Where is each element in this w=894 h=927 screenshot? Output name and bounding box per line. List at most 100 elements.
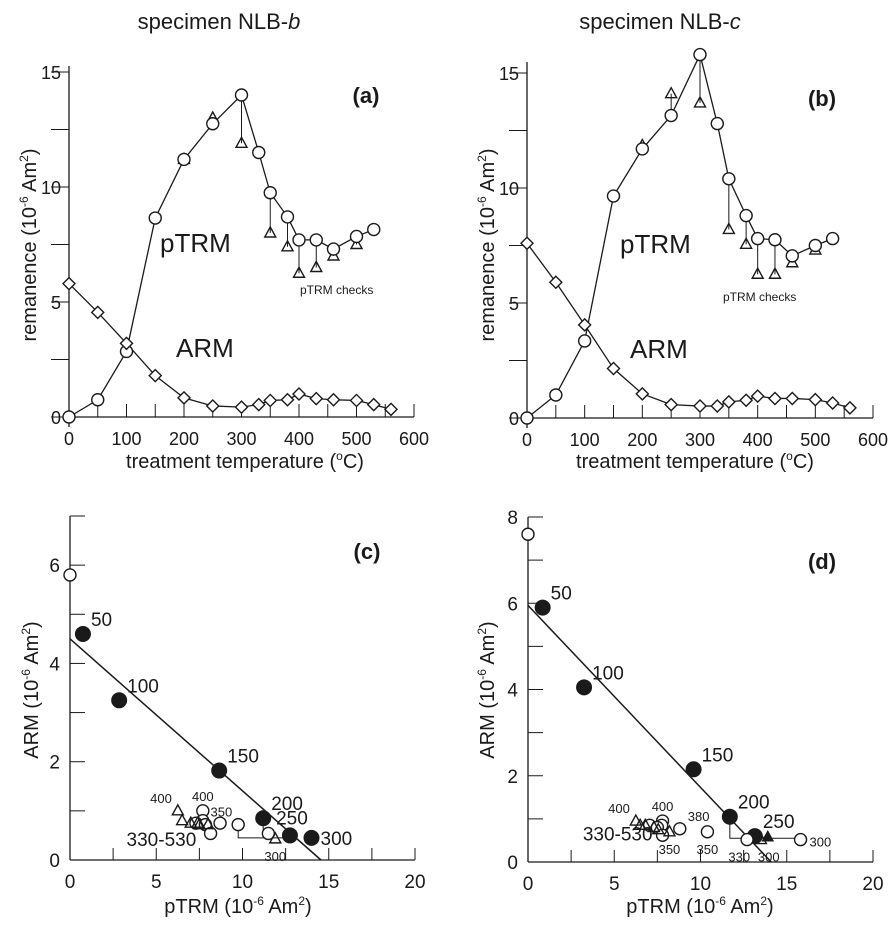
ptrm-point [91, 393, 105, 407]
x-axis-label-superscript: o [336, 449, 343, 463]
arm-point [366, 397, 381, 412]
x-tick-label: 600 [858, 430, 888, 450]
x-tick-label: 15 [318, 872, 339, 893]
open-triangle-point [192, 817, 207, 830]
y-axis-label-superscript: 2 [475, 155, 489, 162]
arm-point [263, 393, 278, 408]
ptrm-point [326, 242, 341, 256]
ptrm-check-point [750, 266, 765, 279]
panel-b: 0 100 200 300 400 500 600 0 5 10 15 treatment tempe… [475, 47, 888, 473]
temperature-label: 400 [608, 801, 630, 816]
arm-point [148, 368, 163, 383]
y-tick-label: 6 [49, 556, 60, 577]
temperature-label: 400 [192, 789, 214, 804]
y-axis-label-part: Am [19, 162, 41, 196]
ptrm-point [206, 117, 220, 131]
temperature-label: 330 [728, 850, 750, 865]
series-label-ptrm: pTRM [160, 228, 231, 258]
title-left: specimen NLB-b [138, 9, 301, 34]
arm-point [785, 391, 800, 406]
y-tick-label: 0 [507, 853, 518, 874]
y-tick-label: 6 [507, 594, 518, 615]
ptrm-point [664, 108, 678, 123]
ptrm-point [577, 334, 592, 348]
temperature-label: 350 [210, 805, 232, 820]
ptrm-check-point [693, 95, 707, 108]
y-axis-label-part: remanence (10 [19, 207, 41, 342]
x-tick-label: 200 [627, 430, 657, 450]
panel-a: 0 100 200 300 400 500 600 0 5 10 15 treatment tempe… [17, 63, 429, 473]
y-axis-label: remanence (10-6 Am2) [475, 148, 499, 341]
ptrm-check-point [664, 86, 678, 99]
y-axis-label-part: ) [21, 621, 43, 628]
filled-circle-point [281, 827, 298, 844]
y-tick-label: 2 [507, 767, 518, 788]
temperature-label: 400 [652, 799, 674, 814]
series-label-arm: ARM [176, 333, 234, 363]
series-label-ptrm-checks: pTRM checks [300, 283, 373, 297]
y-tick-label: 15 [41, 63, 61, 83]
arm-point [721, 394, 736, 409]
arm-point [234, 400, 249, 415]
arm-point [842, 400, 857, 415]
title-left-italic: b [288, 9, 300, 34]
arm-point [548, 275, 563, 290]
temperature-label: 250 [276, 808, 308, 829]
temperature-label: 380 [688, 809, 710, 824]
x-axis-label-superscript: 2 [298, 894, 305, 908]
arm-point [635, 386, 650, 401]
ptrm-check-point [739, 236, 753, 250]
y-axis-label-superscript: -6 [475, 669, 489, 680]
x-axis-label-part: treatment temperature ( [576, 451, 786, 473]
x-tick-label: 300 [226, 429, 256, 449]
open-triangle-point [754, 832, 768, 845]
ptrm-check-point [234, 135, 249, 149]
series-label-ptrm: pTRM [620, 229, 691, 259]
temperature-label: 350 [659, 842, 681, 857]
arm-point [825, 396, 840, 411]
panel-label: (d) [808, 549, 836, 574]
ptrm-point [739, 208, 753, 223]
temperature-label: 200 [271, 794, 303, 815]
open-triangle-point [184, 815, 198, 828]
x-tick-label: 10 [690, 874, 711, 895]
arm-point [251, 397, 266, 412]
x-axis-label-part: Am [726, 896, 760, 918]
arm-point [62, 276, 76, 291]
filled-triangle-point [761, 829, 775, 842]
open-triangle-point [638, 817, 652, 831]
open-triangle-point [201, 817, 215, 830]
x-axis-label-part: pTRM (10 [626, 896, 715, 918]
x-tick-label: 400 [743, 430, 773, 450]
temperature-label: 50 [91, 610, 112, 631]
temperature-label: 300 [758, 850, 780, 865]
x-axis-label-superscript: o [786, 449, 793, 463]
arm-point [520, 236, 534, 251]
temperature-label: 250 [763, 812, 795, 833]
ptrm-point [367, 222, 381, 237]
arm-point [326, 392, 341, 407]
ptrm-point [722, 172, 736, 186]
arm-point [90, 305, 105, 320]
y-tick-label: 2 [49, 753, 60, 774]
open-triangle-point [268, 831, 282, 844]
arm-point [384, 402, 398, 417]
y-axis-label-part: Am [477, 635, 499, 669]
x-tick-label: 0 [65, 872, 76, 893]
y-axis-label-part: ) [477, 621, 499, 628]
x-tick-label: 600 [399, 429, 429, 449]
arm-point [577, 317, 592, 332]
fit-line [69, 638, 322, 861]
ptrm-point [549, 388, 563, 402]
open-circle-point [740, 832, 754, 847]
open-triangle-point [662, 824, 677, 837]
arm-point [349, 393, 364, 408]
arm-point [664, 397, 679, 412]
x-tick-label: 300 [685, 430, 715, 450]
x-tick-label: 0 [64, 429, 74, 449]
open-circle-point [793, 832, 808, 847]
panel-label: (b) [808, 86, 836, 111]
